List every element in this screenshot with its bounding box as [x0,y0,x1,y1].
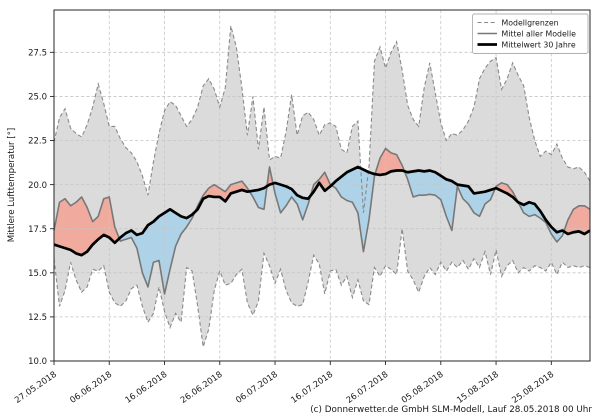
x-tick-label: 05.08.2018 [400,370,446,406]
legend-box [472,13,589,54]
legend-label: Mittelwert 30 Jahre [502,40,576,49]
model-bounds-lines-layer [53,25,591,348]
model-mean-line [53,147,591,295]
y-tick-label: 10.0 [28,357,47,367]
30-year-mean-line [53,165,591,257]
model-upper-bound-line [53,25,591,213]
legend-item-model-bounds: Modellgrenzen [477,18,559,27]
y-tick-label: 27.5 [28,49,47,59]
y-axis-tick-labels: 10.0 12.5 15.0 17.5 20.0 22.5 25.0 27.5 [28,49,47,368]
model-lower-bound-line [53,228,591,348]
y-tick-label: 22.5 [28,137,47,147]
x-tick-label: 16.07.2018 [289,370,335,406]
y-tick-label: 20.0 [28,181,47,191]
y-tick-label: 15.0 [28,269,47,279]
plot-border [53,9,591,362]
legend-label: Mittel aller Modelle [502,29,577,38]
x-tick-label: 06.06.2018 [68,370,114,406]
y-axis-label: Mittlere Lufttemperatur [°] [7,128,17,243]
x-tick-label: 27.05.2018 [13,370,59,406]
x-axis-tick-labels: 27.05.2018 06.06.2018 16.06.2018 26.06.2… [13,370,556,406]
legend-item-30y-mean: Mittelwert 30 Jahre [477,40,576,49]
mean-lines-layer [53,147,591,295]
tick-marks-layer [50,51,552,365]
copyright-footer: (c) Donnerwetter.de GmbH SLM-Modell, Lau… [310,405,592,415]
x-tick-label: 15.08.2018 [455,370,501,406]
legend-label: Modellgrenzen [502,18,559,27]
legend-item-model-mean: Mittel aller Modelle [477,29,577,38]
legend: Modellgrenzen Mittel aller Modelle Mitte… [472,13,589,54]
x-tick-label: 16.06.2018 [124,370,170,406]
y-tick-label: 17.5 [28,225,47,235]
y-tick-label: 12.5 [28,313,47,323]
x-tick-label: 26.07.2018 [345,370,391,406]
x-tick-label: 26.06.2018 [179,370,225,406]
x-tick-label: 25.08.2018 [510,370,556,406]
x-tick-label: 06.07.2018 [234,370,280,406]
y-tick-label: 25.0 [28,93,47,103]
